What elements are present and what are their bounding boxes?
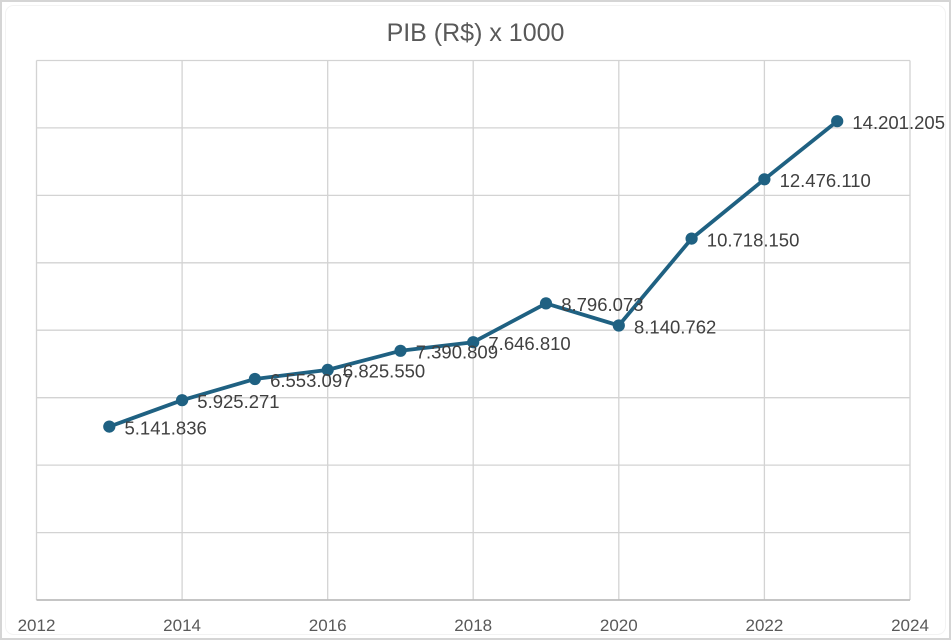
svg-text:6.825.550: 6.825.550 [343, 361, 425, 382]
svg-text:2020: 2020 [600, 616, 638, 635]
svg-text:6.553.097: 6.553.097 [270, 370, 352, 391]
svg-text:12.476.110: 12.476.110 [780, 170, 871, 191]
svg-text:8.796.073: 8.796.073 [561, 294, 643, 315]
svg-text:2014: 2014 [163, 616, 201, 635]
svg-text:2016: 2016 [309, 616, 347, 635]
svg-text:7.646.810: 7.646.810 [488, 333, 570, 354]
svg-text:10.718.150: 10.718.150 [707, 229, 800, 250]
svg-text:2022: 2022 [745, 616, 783, 635]
svg-text:5.925.271: 5.925.271 [197, 391, 279, 412]
svg-text:8.140.762: 8.140.762 [634, 316, 716, 337]
svg-text:PIB (R$) x 1000: PIB (R$) x 1000 [387, 19, 565, 47]
svg-text:5.141.836: 5.141.836 [125, 417, 207, 438]
svg-text:2018: 2018 [454, 616, 492, 635]
svg-text:7.390.809: 7.390.809 [416, 342, 498, 363]
svg-text:14.201.205: 14.201.205 [852, 112, 945, 133]
svg-text:2024: 2024 [891, 616, 929, 635]
svg-text:2012: 2012 [18, 616, 56, 635]
